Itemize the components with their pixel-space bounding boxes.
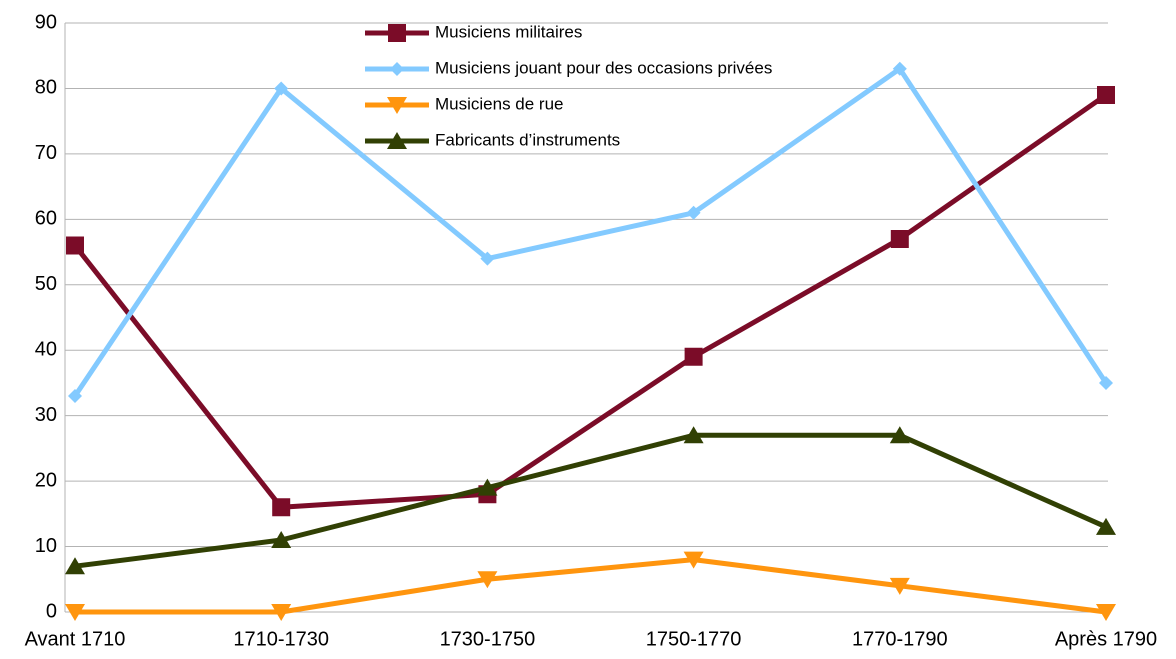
data-point [272,498,291,517]
legend-label: Musiciens de rue [435,94,564,113]
data-point [480,251,495,266]
x-tick-label: 1770-1790 [852,628,948,650]
y-tick-label: 80 [35,77,57,99]
data-point [1096,604,1116,621]
series-line [72,66,1109,398]
data-point [271,604,292,621]
legend-label: Musiciens militaires [435,22,582,41]
data-point [686,205,701,220]
series-line [73,92,1108,510]
y-tick-label: 90 [35,11,57,33]
data-point [1097,85,1115,104]
data-point [271,531,292,549]
data-point [477,478,498,496]
x-tick-label: 1710-1730 [233,628,329,650]
legend-marker [390,62,404,76]
x-tick-label: 1750-1770 [646,628,742,650]
legend-marker [387,132,407,149]
data-point [890,229,909,248]
x-tick-label: Après 1790 [1055,628,1157,650]
y-tick-label: 10 [35,535,57,557]
legend-marker [387,97,407,114]
data-point [1096,517,1116,535]
data-point [68,389,82,404]
y-tick-label: 40 [35,339,57,361]
data-point [684,347,703,366]
data-point [477,571,498,589]
data-point [889,577,910,595]
legend-label: Fabricants d’instruments [435,130,620,149]
data-point [683,426,704,444]
y-tick-label: 70 [35,142,57,164]
y-tick-label: 60 [35,208,57,230]
data-point [66,236,84,255]
series-line [75,557,1107,615]
y-tick-label: 0 [46,600,57,622]
series-line [74,432,1108,569]
y-tick-label: 50 [35,273,57,295]
legend-marker [388,24,406,42]
x-tick-label: Avant 1710 [25,628,126,650]
data-point [274,81,289,96]
y-tick-label: 20 [35,469,57,491]
y-tick-label: 30 [35,404,57,426]
x-tick-label: 1730-1750 [440,628,536,650]
data-point [1099,375,1113,390]
data-point [65,557,85,575]
legend-label: Musiciens jouant pour des occasions priv… [435,58,772,77]
data-point [65,604,85,621]
data-point [889,426,910,444]
data-point [683,551,704,569]
data-point [892,61,907,76]
